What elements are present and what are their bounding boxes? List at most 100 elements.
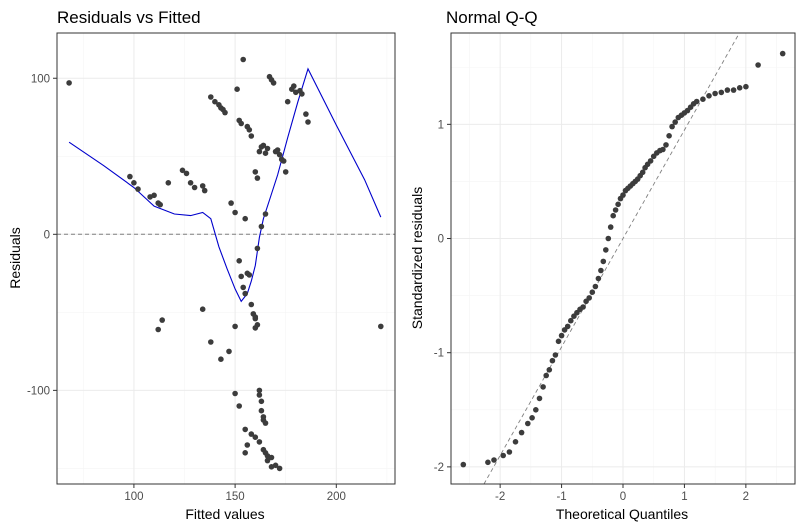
data-point [268,454,275,461]
data-point [529,415,535,421]
data-point [260,446,267,453]
data-point [706,93,712,99]
x-tick-label: -1 [556,491,566,503]
data-point [284,98,291,105]
data-point [151,192,157,199]
data-point [639,169,646,176]
data-point [232,209,238,216]
data-point [135,186,141,192]
y-tick-label: -1 [434,348,444,360]
data-point [208,339,214,345]
data-point [238,120,244,127]
data-point [248,133,255,139]
data-point [66,80,72,86]
data-point [232,390,238,397]
data-point [246,127,253,133]
data-point [159,317,165,323]
data-point [525,420,531,427]
x-tick-label: 1 [681,491,687,503]
data-point [299,91,305,97]
data-point [568,317,574,324]
data-point [254,175,261,181]
data-point [179,167,186,174]
data-point [252,315,259,322]
x-tick-labels: 100 150 200 [124,484,346,503]
data-point [183,170,190,177]
x-axis-label: Fitted values [185,506,264,522]
data-point [242,450,248,456]
data-point [291,83,297,89]
data-point [533,407,539,413]
y-tick-labels: -100 0 100 [27,73,57,397]
data-point [127,173,133,180]
data-point [218,356,224,363]
smooth-curve [68,67,382,303]
data-point [280,158,287,164]
data-point [276,465,283,472]
data-point [187,180,194,186]
data-point [191,184,198,191]
x-tick-label: 2 [743,491,749,503]
data-point [598,267,604,274]
y-tick-label: 0 [44,229,50,241]
data-point [242,426,248,433]
data-point [543,372,549,379]
data-point [743,83,749,90]
data-point [264,457,271,464]
data-point [693,98,700,105]
data-point [506,449,513,455]
data-point [610,212,616,219]
data-point [485,459,491,466]
data-point [600,258,607,265]
data-point [256,148,263,155]
data-point [282,169,289,175]
data-point [155,326,161,333]
data-point [612,207,619,213]
data-point [246,272,253,278]
y-tick-labels: -2 -1 0 1 [434,119,451,474]
y-tick-label: 0 [438,234,444,246]
data-point [303,111,309,117]
data-point [258,398,265,405]
data-point [669,123,675,130]
data-point [607,224,614,230]
plot-frame [56,32,396,485]
residuals-vs-fitted-panel: Residuals vs Fitted 100 150 200 -100 0 100 F… [7,8,396,522]
data-point [252,325,259,331]
data-point [262,150,269,156]
data-point [252,434,259,441]
data-point [212,98,218,105]
data-point [555,338,562,345]
data-point [586,295,592,301]
data-point [595,275,602,282]
y-tick-label: 100 [31,73,50,85]
normal-qq-panel: Normal Q-Q -2 -1 0 1 2 -2 -1 0 1 Theoretical Qu… [409,8,796,522]
data-point [242,215,248,222]
data-point [242,290,248,297]
x-tick-label: 150 [226,491,245,503]
x-tick-label: 100 [124,491,143,503]
data-point [672,119,678,125]
y-tick-label: -2 [434,462,444,474]
data-point [256,439,263,445]
data-point [256,392,263,398]
data-point [240,56,246,63]
chart-title: Residuals vs Fitted [57,8,201,27]
data-point [252,169,259,175]
data-point [558,332,565,339]
data-point [491,457,497,463]
data-point [258,223,265,230]
data-point [605,235,612,242]
data-point [270,80,277,86]
data-point [660,146,666,153]
data-points [460,50,786,468]
data-point [700,96,706,102]
data-point [238,273,244,280]
data-point [262,211,269,217]
data-point [730,87,737,93]
data-point [500,452,507,459]
x-tick-label: -2 [495,491,505,503]
data-point [536,395,543,402]
data-point [236,258,242,264]
data-point [274,147,281,153]
